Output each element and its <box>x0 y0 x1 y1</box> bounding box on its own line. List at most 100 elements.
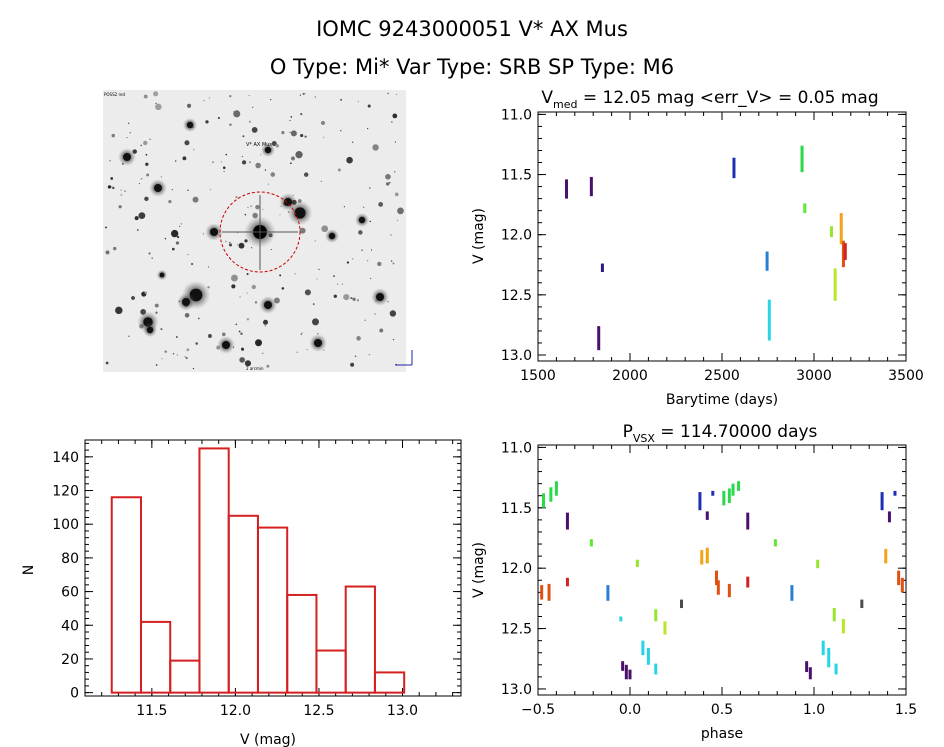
star <box>269 98 272 101</box>
star <box>340 98 343 101</box>
star <box>320 120 326 126</box>
finder-corner-label-top: POSS2 red <box>104 92 125 97</box>
star <box>160 328 163 331</box>
star <box>143 94 148 99</box>
data-point-cluster <box>841 618 845 634</box>
star <box>115 306 123 315</box>
y-tick-label: 12.5 <box>501 288 532 304</box>
data-point-cluster <box>816 559 820 569</box>
data-point-cluster <box>565 577 569 587</box>
y-tick-label: 13.0 <box>501 348 532 364</box>
data-point-cluster <box>732 157 736 179</box>
star <box>208 334 212 338</box>
star <box>207 266 210 268</box>
y-tick-label: 60 <box>61 585 79 601</box>
data-point-cluster <box>722 490 726 506</box>
star <box>262 352 264 354</box>
star <box>129 132 131 134</box>
data-point-cluster <box>554 481 558 496</box>
star <box>109 160 111 162</box>
bright-star <box>284 198 292 206</box>
histogram-bar <box>373 671 406 694</box>
star <box>356 299 360 302</box>
star <box>263 319 269 325</box>
star <box>220 161 222 163</box>
star <box>306 348 308 351</box>
finder-scale-label: 2 arcmin <box>246 366 264 371</box>
phased-title: PVSX = 114.70000 days <box>623 422 818 445</box>
star <box>128 335 130 337</box>
star <box>111 133 115 138</box>
star <box>231 274 238 282</box>
star <box>369 277 372 280</box>
star <box>251 127 258 133</box>
y-tick-label: 120 <box>52 484 79 500</box>
star <box>239 296 241 298</box>
star <box>388 181 391 184</box>
star <box>229 123 232 126</box>
data-point-cluster <box>542 493 546 508</box>
star <box>374 313 376 315</box>
star <box>372 144 379 151</box>
star <box>145 153 148 156</box>
star <box>270 248 272 251</box>
star <box>289 131 291 133</box>
star <box>131 296 135 300</box>
star <box>392 113 398 119</box>
x-tick-label: 2500 <box>704 368 740 384</box>
data-point-cluster <box>790 585 794 601</box>
star <box>343 206 345 208</box>
star <box>175 241 180 245</box>
star <box>105 361 109 365</box>
star <box>279 214 281 216</box>
data-point-cluster <box>663 621 667 635</box>
star <box>185 357 188 359</box>
star <box>352 297 356 301</box>
star <box>182 156 187 161</box>
data-point-cluster <box>547 583 551 601</box>
star <box>368 353 371 356</box>
y-tick-label: 20 <box>61 652 79 668</box>
star <box>387 92 389 95</box>
star <box>251 247 253 249</box>
star <box>244 360 251 367</box>
data-point-cluster <box>727 488 731 503</box>
star <box>155 103 162 111</box>
star <box>105 226 107 229</box>
star <box>248 94 250 97</box>
star <box>155 102 157 104</box>
histogram-bar <box>344 585 376 694</box>
x-tick-label: 12.0 <box>220 703 251 719</box>
star <box>392 262 395 265</box>
phased-frame <box>537 444 907 696</box>
star <box>294 273 296 275</box>
data-point-cluster <box>714 570 718 586</box>
star <box>379 328 384 333</box>
star <box>195 342 198 345</box>
star <box>205 120 209 124</box>
y-tick-label: 140 <box>52 450 79 466</box>
star <box>370 249 373 251</box>
star <box>145 162 149 166</box>
data-point-cluster <box>833 268 837 301</box>
y-tick-label: 80 <box>61 551 79 567</box>
x-tick-label: 1.5 <box>895 702 917 718</box>
star <box>340 130 342 132</box>
data-point-cluster <box>540 585 544 600</box>
star <box>314 96 316 98</box>
star <box>367 104 371 108</box>
data-point-cluster <box>880 492 884 511</box>
data-point-cluster <box>839 213 843 245</box>
star <box>246 292 248 294</box>
star <box>238 330 241 333</box>
bright-star <box>376 293 384 301</box>
data-point-cluster <box>841 240 845 268</box>
star <box>197 317 200 320</box>
star <box>229 241 231 244</box>
star <box>148 252 151 255</box>
star <box>346 261 350 264</box>
star <box>248 120 251 123</box>
star <box>241 160 247 165</box>
data-point-cluster <box>746 512 750 530</box>
